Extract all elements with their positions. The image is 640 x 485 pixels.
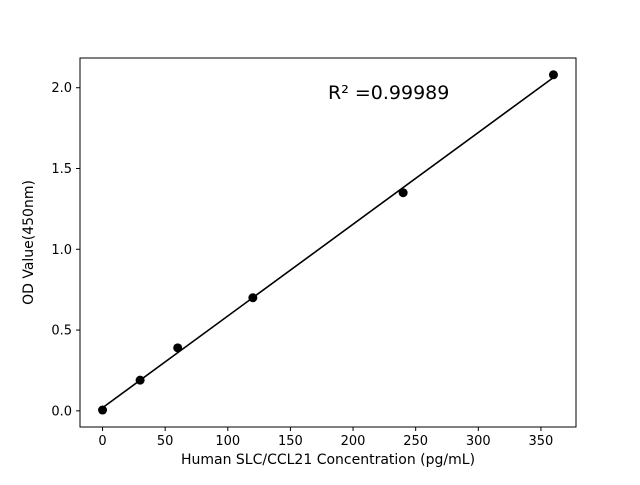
axes-spines: [79, 57, 577, 428]
x-tick-label: 350: [529, 434, 554, 449]
x-axis-label: Human SLC/CCL21 Concentration (pg/mL): [181, 452, 475, 468]
data-point: [173, 343, 183, 353]
y-axis-label: OD Value(450nm): [21, 180, 37, 305]
x-tick-label: 200: [341, 434, 366, 449]
x-tick-label: 300: [466, 434, 491, 449]
y-tick-label: 1.5: [51, 162, 72, 177]
data-point: [398, 188, 408, 198]
y-tick-label: 0.0: [51, 404, 72, 419]
x-tick-label: 150: [278, 434, 303, 449]
fit-line: [102, 76, 554, 409]
x-tick-label: 50: [157, 434, 174, 449]
data-point: [548, 70, 558, 80]
data-point: [98, 405, 108, 415]
x-tick-label: 100: [215, 434, 240, 449]
r-squared-annotation: R² =0.99989: [328, 82, 449, 104]
y-tick-label: 2.0: [51, 81, 72, 96]
data-point: [135, 375, 145, 385]
y-tick-label: 0.5: [51, 324, 72, 339]
x-tick-label: 0: [98, 434, 106, 449]
y-tick-label: 1.0: [51, 243, 72, 258]
x-tick-label: 250: [403, 434, 428, 449]
data-point: [248, 293, 258, 303]
